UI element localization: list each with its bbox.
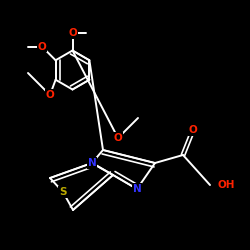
Text: O: O — [38, 42, 46, 51]
Text: O: O — [114, 133, 122, 143]
Text: O: O — [68, 28, 77, 38]
Text: N: N — [88, 158, 96, 168]
Text: OH: OH — [218, 180, 235, 190]
Text: S: S — [59, 187, 67, 197]
Text: O: O — [46, 90, 54, 100]
Text: O: O — [189, 125, 198, 135]
Text: N: N — [132, 184, 141, 194]
